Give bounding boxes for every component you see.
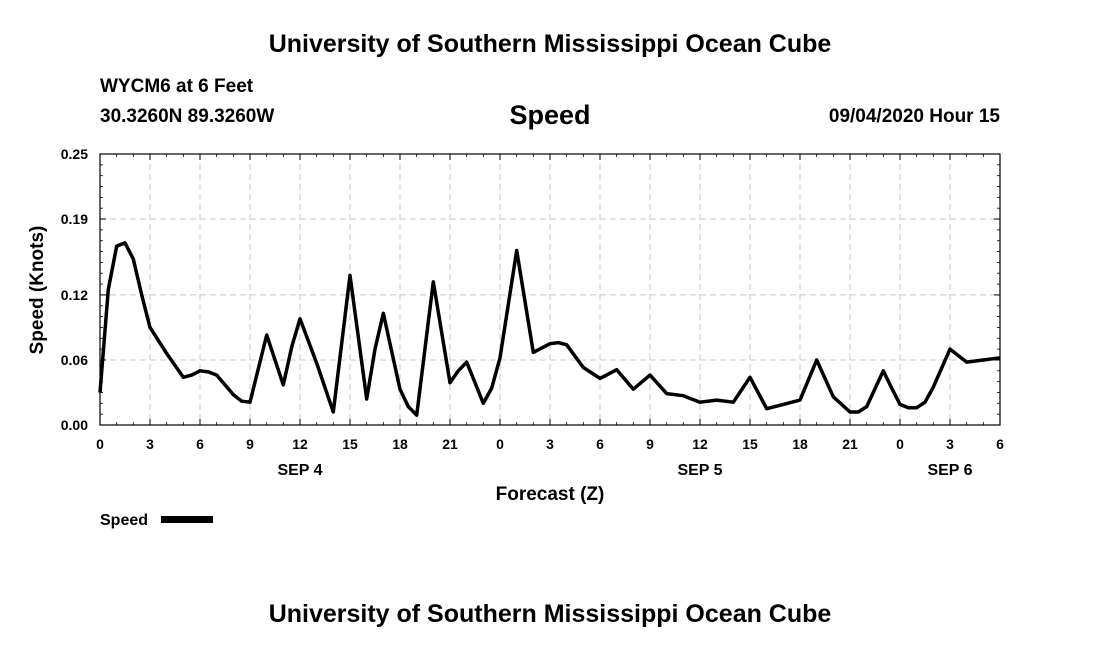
x-tick-label: 6 bbox=[196, 436, 204, 452]
x-tick-label: 3 bbox=[146, 436, 154, 452]
x-tick-label: 6 bbox=[996, 436, 1004, 452]
date-label: SEP 5 bbox=[677, 462, 722, 479]
coordinates-label: 30.3260N 89.3260W bbox=[100, 106, 275, 127]
x-tick-label: 3 bbox=[546, 436, 554, 452]
x-tick-label: 21 bbox=[842, 436, 858, 452]
legend-label-speed: Speed bbox=[100, 512, 148, 529]
x-tick-label: 3 bbox=[946, 436, 954, 452]
x-tick-label: 21 bbox=[442, 436, 458, 452]
date-label: SEP 6 bbox=[927, 462, 972, 479]
y-tick-label: 0.25 bbox=[61, 146, 88, 162]
major-ticks bbox=[99, 153, 1001, 426]
speed-chart: 0 3 6 9 12 15 18 21 0 3 6 9 12 15 18 21 0 3 6 0.00 0.06 0.12 0… bbox=[27, 146, 1004, 529]
station-label: WYCM6 at 6 Feet bbox=[100, 76, 254, 97]
x-tick-label: 15 bbox=[342, 436, 358, 452]
grid bbox=[100, 154, 1000, 425]
plot-frame bbox=[99, 153, 1001, 426]
x-tick-label: 0 bbox=[896, 436, 904, 452]
y-tick-label: 0.19 bbox=[61, 211, 88, 227]
page-title: University of Southern Mississippi Ocean… bbox=[268, 30, 832, 58]
series-line-speed bbox=[98, 241, 1001, 417]
date-label: SEP 4 bbox=[277, 462, 322, 479]
x-tick-label: 12 bbox=[692, 436, 708, 452]
footer-title: University of Southern Mississippi Ocean… bbox=[268, 600, 832, 628]
chart-title: Speed bbox=[509, 100, 591, 130]
timestamp-label: 09/04/2020 Hour 15 bbox=[828, 106, 1000, 127]
legend: Speed bbox=[100, 512, 213, 529]
x-tick-label: 18 bbox=[792, 436, 808, 452]
x-tick-label: 9 bbox=[646, 436, 654, 452]
x-tick-label: 0 bbox=[496, 436, 504, 452]
x-tick-label: 18 bbox=[392, 436, 408, 452]
y-tick-label: 0.06 bbox=[61, 352, 88, 368]
x-tick-label: 12 bbox=[292, 436, 308, 452]
tick-labels: 0 3 6 9 12 15 18 21 0 3 6 9 12 15 18 21 0 3 6 0.00 0.06 0.12 0… bbox=[61, 146, 1004, 479]
y-tick-label: 0.12 bbox=[61, 287, 88, 303]
x-tick-label: 15 bbox=[742, 436, 758, 452]
x-tick-label: 0 bbox=[96, 436, 104, 452]
x-axis-label: Forecast (Z) bbox=[496, 484, 605, 505]
x-tick-label: 9 bbox=[246, 436, 254, 452]
x-tick-label: 6 bbox=[596, 436, 604, 452]
y-tick-label: 0.00 bbox=[61, 417, 88, 433]
y-axis-label: Speed (Knots) bbox=[27, 226, 48, 355]
legend-swatch-speed bbox=[161, 516, 213, 523]
